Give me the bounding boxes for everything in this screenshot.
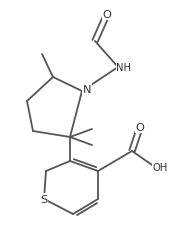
Text: S: S [40,194,48,204]
Text: O: O [103,10,111,20]
Text: OH: OH [152,162,168,172]
Text: O: O [136,122,144,132]
Text: NH: NH [117,63,131,73]
Text: N: N [83,85,91,94]
